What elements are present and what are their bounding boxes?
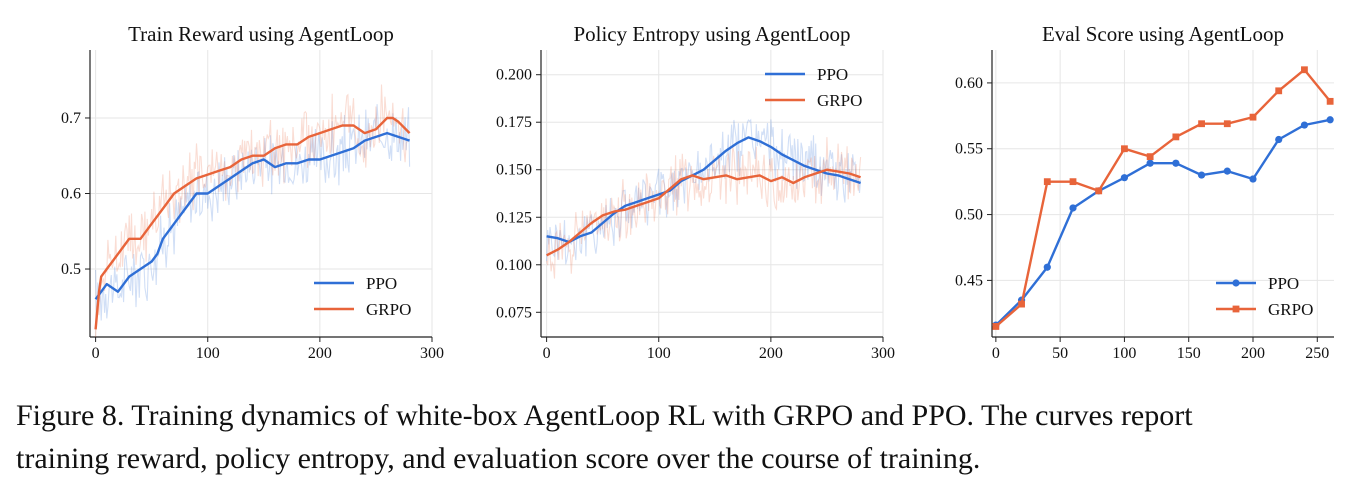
raw-trace-grpo (95, 84, 411, 338)
data-point-grpo (992, 323, 1000, 330)
data-point-grpo (1172, 133, 1180, 141)
x-tick-label: 100 (196, 345, 220, 362)
chart-1: Train Reward using AgentLoop 0 100 200 300 0.… (61, 22, 444, 362)
data-point-ppo (1223, 167, 1231, 175)
legend-label-grpo: GRPO (366, 300, 411, 319)
y-tick-label: 0.175 (496, 114, 532, 131)
data-point-grpo (1223, 120, 1231, 128)
data-point-ppo (1172, 159, 1180, 167)
figure-caption: Figure 8. Training dynamics of white-box… (16, 394, 1346, 480)
y-tick-label: 0.45 (955, 272, 983, 289)
x-tick-label: 0 (543, 345, 551, 362)
y-tick-label: 0.150 (496, 162, 532, 179)
x-tick-label: 50 (1052, 345, 1068, 362)
data-point-ppo (1043, 263, 1051, 271)
data-point-ppo (1275, 135, 1283, 144)
y-tick-label: 0.7 (61, 110, 81, 127)
chart-title: Policy Entropy using AgentLoop (573, 22, 850, 46)
x-tick-label: 100 (647, 345, 671, 362)
x-tick-label: 150 (1177, 345, 1201, 362)
raw-trace-ppo (546, 118, 862, 265)
data-point-grpo (1069, 178, 1077, 186)
raw-trace-ppo (95, 104, 411, 321)
data-point-ppo (1120, 174, 1129, 182)
x-tick-label: 200 (1241, 345, 1265, 362)
series-line-ppo (995, 118, 1331, 327)
chart-3: Eval Score using AgentLoop 0 50 100 150 200 25… (955, 22, 1334, 362)
data-point-grpo (1043, 178, 1051, 186)
y-tick-label: 0.100 (496, 257, 532, 274)
y-tick-label: 0.5 (61, 261, 81, 278)
data-point-grpo (1121, 145, 1128, 153)
series-line-grpo (94, 116, 411, 330)
data-point-grpo (1095, 187, 1103, 195)
x-tick-label: 0 (92, 345, 100, 362)
x-tick-label: 300 (420, 345, 444, 362)
series-line-ppo (546, 136, 861, 244)
data-point-grpo (1275, 87, 1283, 95)
figure: Train Reward using AgentLoop 0 100 200 300 0.… (61, 22, 1334, 362)
data-point-grpo (1146, 153, 1154, 161)
y-tick-label: 0.50 (955, 207, 983, 224)
chart-title: Eval Score using AgentLoop (1042, 22, 1284, 46)
caption-line-1: Figure 8. Training dynamics of white-box… (16, 399, 1193, 432)
x-tick-label: 100 (1112, 345, 1136, 362)
series-line-ppo (94, 131, 410, 300)
legend-label-grpo: GRPO (817, 91, 862, 110)
y-tick-label: 0.125 (496, 209, 532, 226)
data-point-ppo (1326, 116, 1334, 124)
chart-title: Train Reward using AgentLoop (128, 22, 394, 46)
legend-label-ppo: PPO (366, 274, 397, 293)
data-point-ppo (1300, 121, 1309, 129)
x-tick-label: 300 (871, 345, 895, 362)
data-point-grpo (1301, 66, 1308, 74)
legend: PPO GRPO (765, 65, 862, 110)
series-line-grpo (546, 168, 861, 257)
x-tick-label: 200 (308, 345, 332, 362)
series-line-grpo (995, 68, 1332, 328)
chart-2: Policy Entropy using AgentLoop 0 100 200 300… (496, 22, 895, 362)
legend-marker (1232, 305, 1240, 313)
data-point-ppo (1146, 159, 1154, 167)
legend-label-ppo: PPO (1268, 274, 1299, 293)
y-tick-label: 0.60 (955, 75, 983, 92)
x-tick-label: 0 (992, 345, 1000, 362)
charts-panel: Train Reward using AgentLoop 0 100 200 300 0.… (61, 22, 1334, 362)
legend-label-ppo: PPO (817, 65, 848, 84)
legend-label-grpo: GRPO (1268, 300, 1313, 319)
data-point-ppo (1197, 171, 1206, 179)
data-point-grpo (1249, 113, 1257, 121)
data-point-grpo (1326, 97, 1334, 105)
x-tick-label: 200 (759, 345, 783, 362)
legend: PPO GRPO (1216, 274, 1313, 319)
data-point-ppo (1249, 175, 1257, 183)
y-tick-label: 0.200 (496, 67, 532, 84)
data-point-grpo (1198, 120, 1205, 128)
legend: PPO GRPO (314, 274, 411, 319)
caption-line-2: training reward, policy entropy, and eva… (16, 442, 981, 475)
y-tick-label: 0.6 (61, 186, 81, 203)
x-tick-label: 250 (1305, 345, 1329, 362)
data-point-grpo (1018, 300, 1025, 308)
y-tick-label: 0.55 (955, 141, 983, 158)
y-tick-label: 0.075 (496, 304, 532, 321)
data-point-ppo (1069, 204, 1077, 212)
legend-marker (1232, 279, 1240, 287)
